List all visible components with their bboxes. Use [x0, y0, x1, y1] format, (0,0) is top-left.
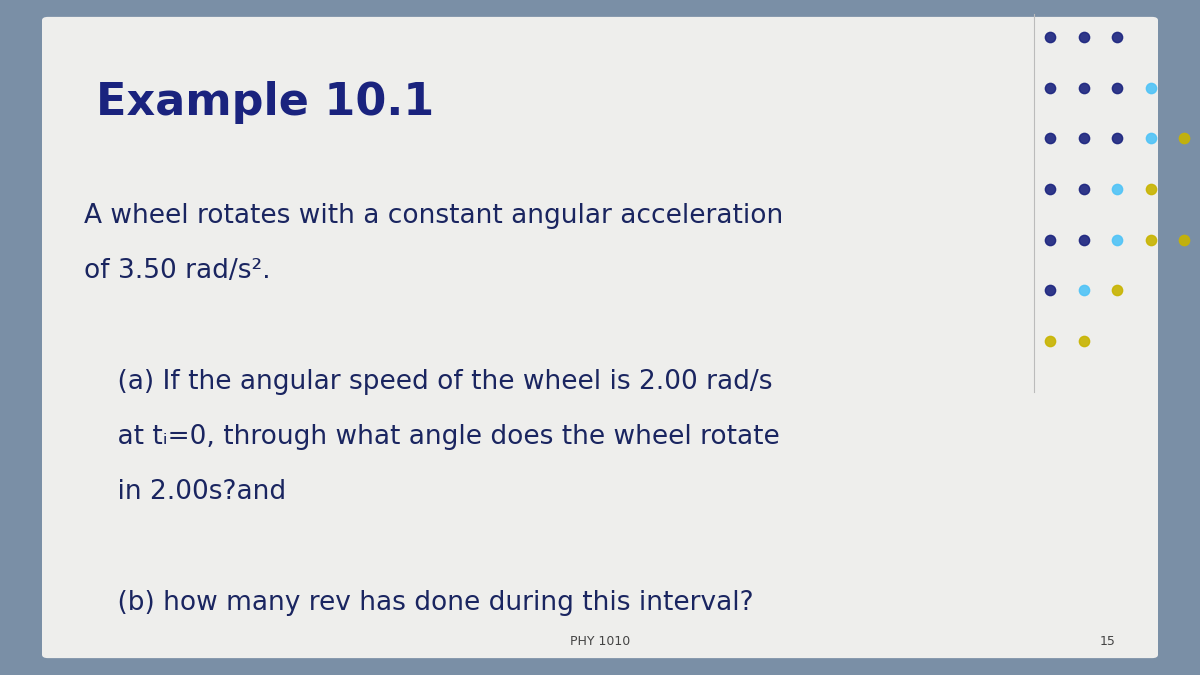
Point [1074, 285, 1093, 296]
Point [1175, 133, 1194, 144]
Point [1040, 82, 1060, 93]
Point [1040, 285, 1060, 296]
Point [1040, 133, 1060, 144]
Text: of 3.50 rad/s².: of 3.50 rad/s². [84, 258, 271, 284]
Point [1074, 335, 1093, 346]
Point [1108, 133, 1127, 144]
Point [1141, 234, 1160, 245]
Point [1141, 184, 1160, 194]
Point [1074, 82, 1093, 93]
Text: PHY 1010: PHY 1010 [570, 635, 630, 648]
Point [1141, 82, 1160, 93]
Point [1141, 133, 1160, 144]
Point [1040, 184, 1060, 194]
Point [1108, 32, 1127, 43]
Point [1175, 234, 1194, 245]
Point [1040, 335, 1060, 346]
FancyBboxPatch shape [42, 17, 1158, 658]
Point [1108, 234, 1127, 245]
Point [1040, 32, 1060, 43]
Text: in 2.00s?and: in 2.00s?and [84, 479, 286, 506]
Point [1074, 32, 1093, 43]
Point [1074, 234, 1093, 245]
Point [1108, 184, 1127, 194]
Text: 15: 15 [1100, 635, 1116, 648]
Text: (b) how many rev has done during this interval?: (b) how many rev has done during this in… [84, 590, 754, 616]
Text: at tᵢ=0, through what angle does the wheel rotate: at tᵢ=0, through what angle does the whe… [84, 424, 780, 450]
Point [1108, 285, 1127, 296]
Point [1074, 133, 1093, 144]
Text: A wheel rotates with a constant angular acceleration: A wheel rotates with a constant angular … [84, 202, 784, 229]
Text: (a) If the angular speed of the wheel is 2.00 rad/s: (a) If the angular speed of the wheel is… [84, 369, 773, 395]
Point [1040, 234, 1060, 245]
Text: Example 10.1: Example 10.1 [96, 81, 434, 124]
Point [1108, 82, 1127, 93]
Point [1074, 184, 1093, 194]
